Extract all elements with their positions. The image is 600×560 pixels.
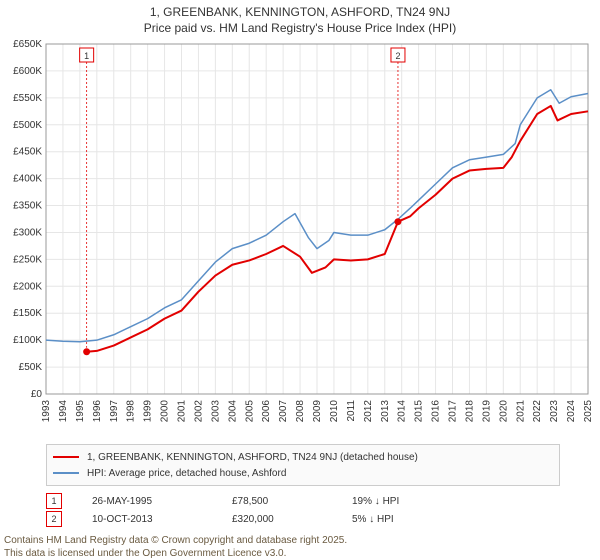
svg-text:1993: 1993 — [41, 400, 52, 423]
svg-text:2020: 2020 — [498, 400, 509, 423]
svg-text:£250K: £250K — [13, 255, 42, 266]
sale-marker: 1 — [46, 493, 62, 509]
chart-svg: £0 £50K £100K £150K £200K £250K £300K £350K £400… — [0, 38, 600, 438]
svg-text:2021: 2021 — [515, 400, 526, 423]
svg-text:2018: 2018 — [464, 400, 475, 423]
svg-text:2015: 2015 — [414, 400, 425, 423]
legend-label-property: 1, GREENBANK, KENNINGTON, ASHFORD, TN24 … — [87, 452, 418, 463]
svg-text:2014: 2014 — [397, 400, 408, 423]
svg-text:2017: 2017 — [448, 400, 459, 423]
svg-text:1995: 1995 — [75, 400, 86, 423]
chart-title: 1, GREENBANK, KENNINGTON, ASHFORD, TN24 … — [0, 0, 600, 38]
svg-text:2023: 2023 — [549, 400, 560, 423]
sale-date: 26-MAY-1995 — [92, 496, 202, 507]
svg-text:£500K: £500K — [13, 120, 42, 131]
svg-text:£300K: £300K — [13, 228, 42, 239]
svg-text:1997: 1997 — [109, 400, 120, 423]
svg-text:2010: 2010 — [329, 400, 340, 423]
legend-row-property: 1, GREENBANK, KENNINGTON, ASHFORD, TN24 … — [53, 449, 553, 465]
svg-text:2007: 2007 — [278, 400, 289, 423]
svg-text:£400K: £400K — [13, 174, 42, 185]
svg-text:£350K: £350K — [13, 201, 42, 212]
legend-swatch-property — [53, 456, 79, 458]
svg-text:2019: 2019 — [481, 400, 492, 423]
svg-text:1: 1 — [84, 51, 89, 61]
svg-text:2005: 2005 — [244, 400, 255, 423]
price-chart: £0 £50K £100K £150K £200K £250K £300K £350K £400… — [0, 38, 600, 438]
title-line2: Price paid vs. HM Land Registry's House … — [0, 20, 600, 36]
svg-text:2004: 2004 — [227, 400, 238, 423]
sale-price: £78,500 — [232, 496, 322, 507]
svg-text:1994: 1994 — [58, 400, 69, 423]
svg-text:£550K: £550K — [13, 93, 42, 104]
svg-text:2008: 2008 — [295, 400, 306, 423]
svg-text:£450K: £450K — [13, 147, 42, 158]
legend-swatch-hpi — [53, 472, 79, 474]
svg-text:£600K: £600K — [13, 66, 42, 77]
svg-text:2: 2 — [395, 51, 400, 61]
sales-row: 2 10-OCT-2013 £320,000 5% ↓ HPI — [46, 510, 600, 528]
svg-text:1998: 1998 — [126, 400, 137, 423]
attribution-line2: This data is licensed under the Open Gov… — [4, 547, 600, 560]
sales-table: 1 26-MAY-1995 £78,500 19% ↓ HPI 2 10-OCT-2013… — [46, 492, 600, 528]
svg-text:2013: 2013 — [380, 400, 391, 423]
legend-row-hpi: HPI: Average price, detached house, Ashf… — [53, 465, 553, 481]
svg-text:2025: 2025 — [583, 400, 594, 423]
svg-text:2024: 2024 — [566, 400, 577, 423]
sale-price: £320,000 — [232, 514, 322, 525]
sale-delta: 19% ↓ HPI — [352, 496, 399, 507]
legend: 1, GREENBANK, KENNINGTON, ASHFORD, TN24 … — [46, 444, 560, 486]
svg-text:£650K: £650K — [13, 39, 42, 50]
svg-text:£150K: £150K — [13, 309, 42, 320]
svg-text:1999: 1999 — [143, 400, 154, 423]
svg-text:1996: 1996 — [92, 400, 103, 423]
legend-label-hpi: HPI: Average price, detached house, Ashf… — [87, 468, 286, 479]
sale-date: 10-OCT-2013 — [92, 514, 202, 525]
attribution: Contains HM Land Registry data © Crown c… — [4, 534, 600, 560]
svg-text:2009: 2009 — [312, 400, 323, 423]
svg-text:2006: 2006 — [261, 400, 272, 423]
svg-text:2001: 2001 — [177, 400, 188, 423]
sales-row: 1 26-MAY-1995 £78,500 19% ↓ HPI — [46, 492, 600, 510]
sale-delta: 5% ↓ HPI — [352, 514, 394, 525]
svg-text:£100K: £100K — [13, 336, 42, 347]
svg-text:£50K: £50K — [19, 362, 43, 373]
attribution-line1: Contains HM Land Registry data © Crown c… — [4, 534, 600, 547]
svg-text:2003: 2003 — [210, 400, 221, 423]
svg-text:2002: 2002 — [193, 400, 204, 423]
svg-text:2000: 2000 — [160, 400, 171, 423]
svg-text:2011: 2011 — [346, 400, 357, 422]
title-line1: 1, GREENBANK, KENNINGTON, ASHFORD, TN24 … — [0, 4, 600, 20]
sale-marker: 2 — [46, 511, 62, 527]
svg-text:£0: £0 — [31, 389, 43, 400]
svg-text:£200K: £200K — [13, 282, 42, 293]
svg-text:2016: 2016 — [431, 400, 442, 423]
svg-text:2022: 2022 — [532, 400, 543, 423]
svg-text:2012: 2012 — [363, 400, 374, 423]
